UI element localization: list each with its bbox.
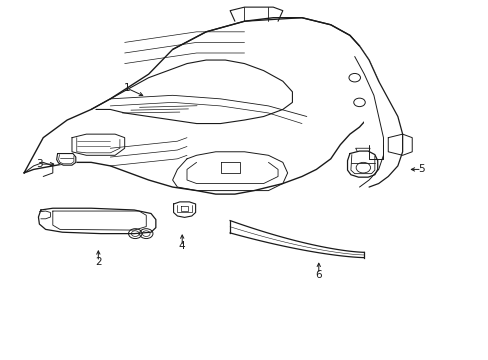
Text: 4: 4 xyxy=(179,241,185,251)
Polygon shape xyxy=(173,202,195,217)
Text: 2: 2 xyxy=(95,257,102,267)
Text: 3: 3 xyxy=(36,159,42,169)
Polygon shape xyxy=(72,134,124,155)
Polygon shape xyxy=(347,151,377,177)
Polygon shape xyxy=(24,18,378,194)
Text: 5: 5 xyxy=(418,165,424,174)
Polygon shape xyxy=(57,154,76,165)
Polygon shape xyxy=(387,134,411,155)
Text: 1: 1 xyxy=(123,83,130,93)
Polygon shape xyxy=(359,46,402,187)
Text: 6: 6 xyxy=(315,270,322,280)
Polygon shape xyxy=(39,208,156,234)
